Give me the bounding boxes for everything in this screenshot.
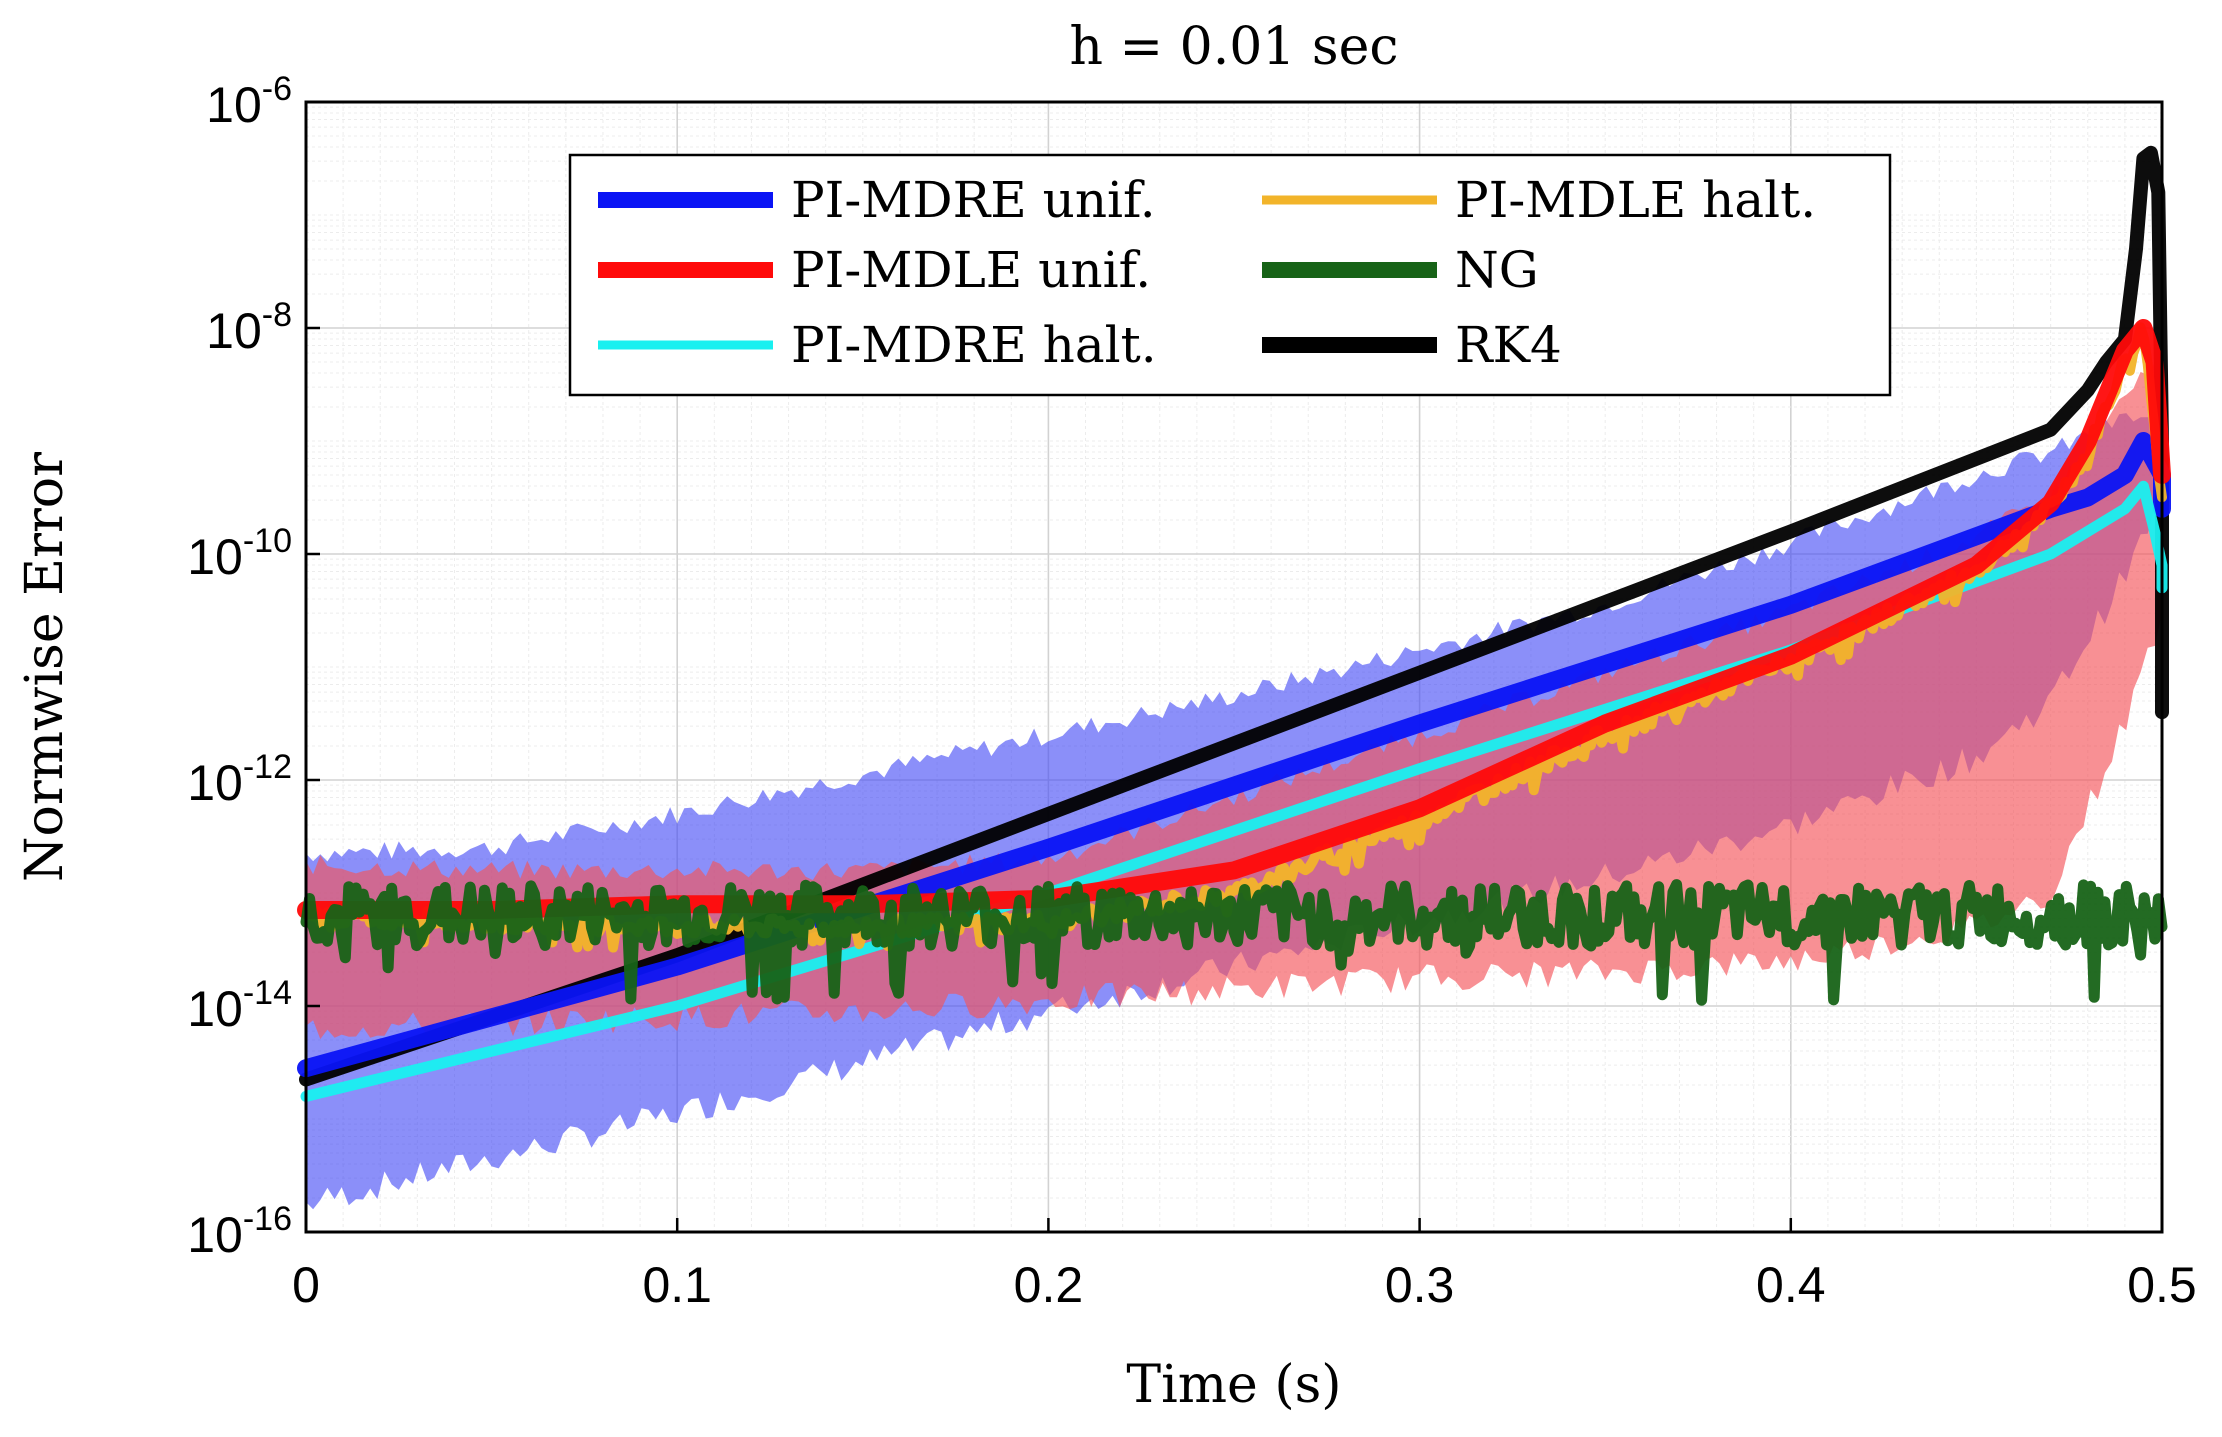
x-axis-ticks: 0 0.1 0.2 0.3 0.4 0.5 — [292, 1218, 2197, 1313]
series-rk4 — [299, 145, 2169, 1087]
y-tick-label: 10-14 — [187, 974, 292, 1037]
legend-box — [568, 153, 1892, 397]
x-tick-label: 0.5 — [2127, 1257, 2197, 1313]
plot-frame — [304, 100, 2164, 1234]
x-tick-label: 0 — [292, 1257, 320, 1313]
legend-label: RK4 — [1455, 316, 1562, 374]
y-tick-label: 10-16 — [187, 1200, 292, 1263]
legend: PI-MDRE unif. PI-MDLE halt. PI-MDLE unif. N… — [568, 153, 1892, 397]
legend-label: PI-MDRE unif. — [791, 171, 1156, 229]
x-tick-label: 0.3 — [1385, 1257, 1455, 1313]
x-tick-label: 0.1 — [642, 1257, 712, 1313]
band-pi-mdle-unif — [306, 356, 2162, 1040]
series-ng — [300, 879, 2168, 1006]
x-tick-label: 0.4 — [1756, 1257, 1826, 1313]
y-axis-ticks: 10-16 10-14 10-12 10-10 10-8 10-6 — [187, 70, 320, 1263]
legend-label: NG — [1455, 241, 1539, 299]
y-tick-label: 10-12 — [187, 748, 292, 811]
error-bands — [306, 356, 2162, 1210]
legend-label: PI-MDLE unif. — [791, 241, 1151, 299]
y-tick-label: 10-10 — [187, 522, 292, 585]
y-tick-label: 10-6 — [206, 70, 292, 133]
legend-label: PI-MDLE halt. — [1455, 171, 1816, 229]
x-tick-label: 0.2 — [1014, 1257, 1084, 1313]
series-lines — [297, 145, 2171, 1102]
y-axis-label: Normwise Error — [15, 452, 75, 882]
chart-title: h = 0.01 sec — [1069, 17, 1398, 77]
legend-label: PI-MDRE halt. — [791, 316, 1157, 374]
y-tick-label: 10-8 — [206, 296, 292, 359]
x-axis-label: Time (s) — [1126, 1355, 1341, 1415]
